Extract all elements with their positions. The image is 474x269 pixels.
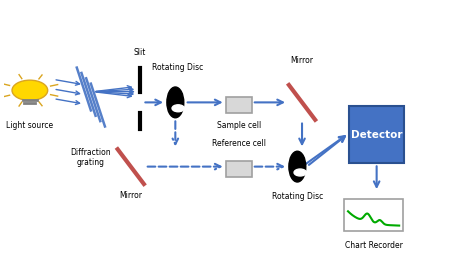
Text: Rotating Disc: Rotating Disc [152,63,203,72]
Text: Mirror: Mirror [119,191,142,200]
Text: Reference cell: Reference cell [212,139,266,148]
FancyBboxPatch shape [344,199,403,231]
Text: Rotating Disc: Rotating Disc [272,192,323,201]
Ellipse shape [167,87,184,118]
Text: Sample cell: Sample cell [217,121,261,130]
Ellipse shape [289,151,306,182]
Text: Chart Recorder: Chart Recorder [345,241,402,250]
Text: Diffraction
grating: Diffraction grating [71,148,111,167]
FancyBboxPatch shape [226,97,252,112]
FancyBboxPatch shape [226,161,252,177]
Text: Mirror: Mirror [291,56,313,65]
Text: Light source: Light source [6,121,54,130]
Circle shape [294,169,306,176]
Circle shape [172,105,184,112]
FancyBboxPatch shape [349,107,404,162]
Text: Detector: Detector [351,129,402,140]
Circle shape [12,80,48,101]
Text: Slit: Slit [134,48,146,57]
